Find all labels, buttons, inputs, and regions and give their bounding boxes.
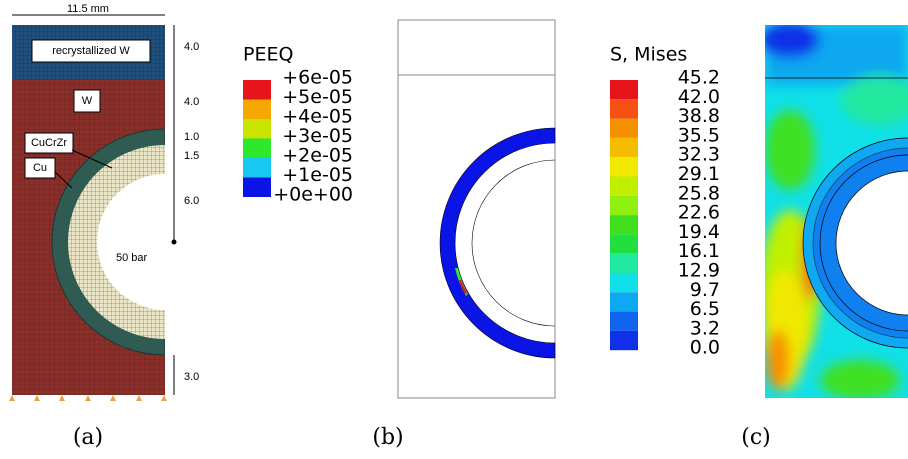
legend-title: PEEQ	[243, 44, 293, 66]
legend-label: 0.0	[690, 337, 720, 359]
legend-label: +3e-05	[282, 125, 353, 147]
dimension: 4.0	[184, 41, 199, 53]
dimension: 3.0	[184, 371, 199, 383]
caption: (c)	[741, 425, 771, 450]
legend-swatch	[243, 158, 271, 178]
pointer	[71, 149, 113, 169]
legend-label: 32.3	[678, 144, 720, 166]
legend-swatch	[610, 99, 638, 119]
legend-swatch	[243, 80, 271, 100]
pointer	[54, 171, 73, 189]
dimension: 6.0	[184, 195, 199, 207]
hole-line	[471, 159, 556, 327]
legend-label: 35.5	[678, 124, 720, 146]
dimension: 1.0	[184, 131, 199, 143]
legend: 45.242.038.835.532.329.125.822.619.416.1…	[610, 67, 720, 359]
legend-swatch	[243, 119, 271, 139]
layer-label: recrystallized W	[52, 45, 130, 57]
legend-swatch	[610, 195, 638, 216]
legend-swatch	[610, 292, 638, 312]
legend-label: +5e-05	[282, 86, 353, 108]
legend-label: +1e-05	[282, 164, 353, 186]
model-outline	[397, 19, 556, 399]
legend-title: S, Mises	[610, 44, 687, 66]
dimension: 1.5	[184, 150, 199, 162]
legend-label: 3.2	[690, 317, 720, 339]
legend-swatch	[243, 99, 271, 119]
center-dot	[171, 239, 177, 245]
legend-label: 38.8	[678, 105, 720, 127]
legend-swatch	[610, 137, 638, 158]
legend-label: 9.7	[690, 279, 720, 301]
legend-swatch	[610, 176, 638, 196]
legend-swatch	[243, 177, 271, 197]
legend-label: 19.4	[678, 221, 720, 243]
legend-swatch	[610, 118, 638, 138]
legend-swatch	[610, 330, 638, 351]
legend-swatch	[610, 234, 638, 254]
legend-label: 29.1	[678, 163, 720, 185]
contour-plot	[765, 25, 908, 398]
legend: +6e-05+5e-05+4e-05+3e-05+2e-05+1e-05+0e+…	[243, 67, 353, 206]
legend-label: 25.8	[678, 182, 720, 204]
legend-swatch	[610, 157, 638, 177]
label-box	[24, 132, 74, 154]
caption: (b)	[372, 425, 403, 450]
layer-label: W	[82, 95, 93, 107]
panel-a	[12, 25, 165, 395]
label-box	[73, 89, 101, 113]
legend-swatch	[610, 253, 638, 273]
legend-label: 42.0	[678, 86, 720, 108]
label-box	[31, 39, 151, 63]
legend-label: +2e-05	[282, 145, 353, 167]
layer-label: Cu	[33, 162, 47, 174]
legend-label: 16.1	[678, 240, 720, 262]
legend-label: 22.6	[678, 202, 720, 224]
label-box	[24, 157, 56, 179]
legend-label: +4e-05	[282, 106, 353, 128]
hotspot	[459, 280, 467, 294]
legend-swatch	[610, 311, 638, 331]
legend-label: 45.2	[678, 67, 720, 89]
pressure-label: 50 bar	[116, 252, 148, 264]
layer-label: CuCrZr	[31, 137, 67, 149]
legend-label: +0e+00	[273, 184, 353, 206]
width-label: 11.5 mm	[67, 3, 109, 15]
legend-swatch	[610, 273, 638, 293]
legend-label: 6.5	[690, 298, 720, 320]
supports	[9, 395, 167, 401]
dimension: 4.0	[184, 96, 199, 108]
legend-swatch	[610, 80, 638, 100]
legend-label: 12.9	[678, 260, 720, 282]
contour-ring	[439, 127, 556, 359]
caption: (a)	[73, 425, 103, 450]
legend-swatch	[610, 215, 638, 235]
legend-swatch	[243, 138, 271, 158]
legend-label: +6e-05	[282, 67, 353, 89]
